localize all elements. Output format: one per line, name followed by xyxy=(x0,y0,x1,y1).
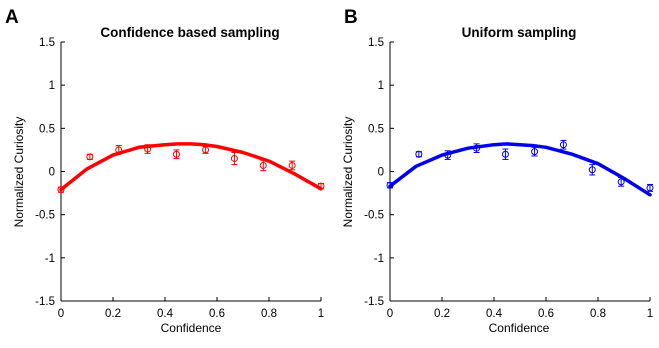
panel-b-ylabel: Normalized Curiosity xyxy=(341,117,355,228)
panel-a-y-tick-label: 0 xyxy=(49,167,55,179)
panel-a-data-point xyxy=(202,146,210,154)
panel-a-y-tick-label: 1 xyxy=(49,80,55,92)
panel-a-xlabel: Confidence xyxy=(161,321,222,335)
panel-a: A Confidence based sampling Confidence N… xyxy=(5,7,325,335)
panel-a-title: Confidence based sampling xyxy=(100,25,279,40)
panel-a-y-tick-label: -1 xyxy=(45,253,55,265)
panel-b: B Uniform sampling Confidence Normalized… xyxy=(341,7,654,335)
panel-b-data-point xyxy=(588,166,596,174)
panel-a-x-tick-label: 0.2 xyxy=(105,308,121,320)
panel-a-letter: A xyxy=(5,7,19,28)
panel-a-y-tick-label: 1.5 xyxy=(39,37,55,49)
panel-a-data-point xyxy=(259,161,267,169)
panel-b-x-tick-label: 0.6 xyxy=(538,308,554,320)
panel-b-y-tick-label: 1 xyxy=(378,80,384,92)
panel-a-data-point xyxy=(86,153,94,161)
panel-b-data-point xyxy=(415,150,423,158)
panel-b-x-tick-label: 0.8 xyxy=(590,308,606,320)
panel-a-x-tick-label: 0 xyxy=(58,308,64,320)
panel-b-data-point xyxy=(386,181,394,189)
panel-b-y-tick-label: -1 xyxy=(374,253,384,265)
panel-a-y-tick-label: -1.5 xyxy=(35,296,55,308)
panel-a-data-point xyxy=(172,150,180,158)
panel-b-title: Uniform sampling xyxy=(462,25,577,40)
panel-a-fit-curve xyxy=(59,142,323,192)
panel-b-y-tick-label: 0 xyxy=(378,167,384,179)
panel-a-x-tick-label: 0.6 xyxy=(209,308,225,320)
panel-a-y-tick-label: 0.5 xyxy=(39,123,55,135)
panel-a-x-tick-label: 0.8 xyxy=(261,308,277,320)
panel-a-marks xyxy=(57,142,325,194)
panel-b-x-tick-label: 0 xyxy=(387,308,393,320)
panel-b-data-point xyxy=(444,151,452,159)
panel-b-y-tick-label: -0.5 xyxy=(364,210,384,222)
panel-b-y-tick-label: 1.5 xyxy=(368,37,384,49)
panel-a-ylabel: Normalized Curiosity xyxy=(12,117,26,228)
panel-a-data-point xyxy=(115,146,123,154)
panel-a-x-tick-label: 1 xyxy=(318,308,324,320)
panel-a-axes: 0 0.2 0.4 0.6 0.8 1 -1.5 -1 -0.5 0 0.5 1 1.5 xyxy=(35,37,324,320)
panel-b-data-point xyxy=(501,150,509,158)
panel-b-data-point xyxy=(559,141,567,149)
panel-a-x-tick-label: 0.4 xyxy=(157,308,174,320)
panel-b-letter: B xyxy=(344,7,358,28)
panel-b-marks xyxy=(386,139,654,197)
panel-a-data-point xyxy=(230,155,238,163)
panel-a-data-point xyxy=(57,186,65,194)
panel-b-x-tick-label: 1 xyxy=(647,308,653,320)
panel-a-data-point xyxy=(288,161,296,169)
panel-a-data-point xyxy=(317,182,325,190)
panel-b-y-tick-label: 0.5 xyxy=(368,123,384,135)
panel-b-xlabel: Confidence xyxy=(489,321,550,335)
panel-b-data-point xyxy=(531,148,539,156)
panel-b-data-point xyxy=(646,184,654,192)
panel-a-y-tick-label: -0.5 xyxy=(35,210,55,222)
panel-b-data-point xyxy=(473,144,481,152)
panel-b-x-tick-label: 0.2 xyxy=(434,308,450,320)
panel-b-x-tick-label: 0.4 xyxy=(486,308,503,320)
panel-b-y-tick-label: -1.5 xyxy=(364,296,384,308)
panel-a-data-point xyxy=(144,145,152,153)
panel-b-data-point xyxy=(617,178,625,186)
panel-b-fit-curve xyxy=(388,142,652,197)
panel-b-axes: 0 0.2 0.4 0.6 0.8 1 -1.5 -1 -0.5 0 0.5 1 1.5 xyxy=(364,37,653,320)
